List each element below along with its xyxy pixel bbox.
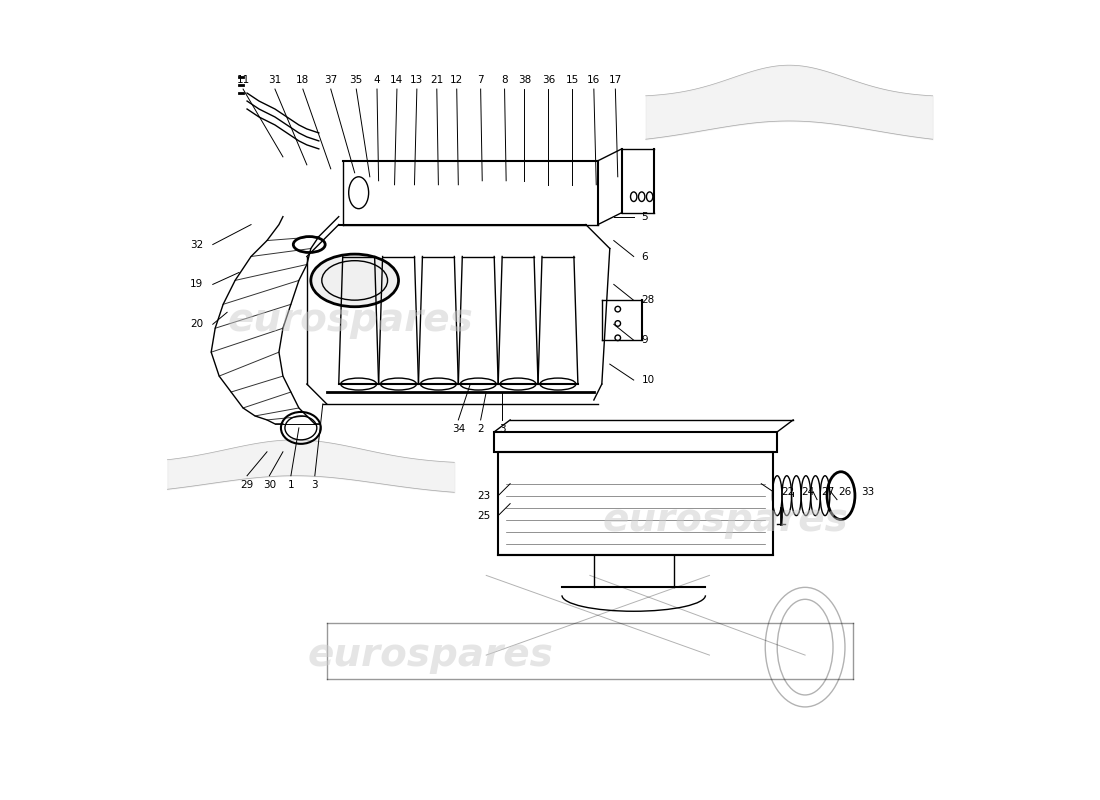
- Text: 25: 25: [477, 510, 491, 521]
- Text: 3: 3: [499, 424, 506, 434]
- Text: 8: 8: [502, 75, 508, 85]
- Text: 15: 15: [565, 75, 579, 85]
- Text: eurospares: eurospares: [603, 501, 848, 538]
- Text: 1: 1: [287, 480, 294, 490]
- Text: 30: 30: [263, 480, 276, 490]
- Text: 18: 18: [296, 75, 309, 85]
- Text: 21: 21: [430, 75, 443, 85]
- Text: 12: 12: [450, 75, 463, 85]
- Text: 2: 2: [477, 424, 484, 434]
- Text: 26: 26: [838, 486, 851, 497]
- Text: 20: 20: [190, 319, 204, 330]
- Text: 22: 22: [781, 486, 794, 497]
- Text: 3: 3: [311, 480, 318, 490]
- Text: 4: 4: [374, 75, 381, 85]
- Text: 37: 37: [324, 75, 338, 85]
- Text: 7: 7: [477, 75, 484, 85]
- Text: 27: 27: [821, 486, 834, 497]
- Text: 33: 33: [861, 486, 875, 497]
- Text: 28: 28: [641, 295, 654, 306]
- Text: 29: 29: [241, 480, 254, 490]
- Bar: [494, 432, 778, 452]
- Text: eurospares: eurospares: [228, 302, 474, 339]
- Text: 32: 32: [190, 239, 204, 250]
- Text: 9: 9: [641, 335, 648, 346]
- Text: 31: 31: [268, 75, 282, 85]
- Text: 36: 36: [542, 75, 556, 85]
- Text: 10: 10: [641, 375, 654, 385]
- Text: 13: 13: [410, 75, 424, 85]
- Text: 35: 35: [350, 75, 363, 85]
- Text: eurospares: eurospares: [308, 636, 553, 674]
- Text: 16: 16: [587, 75, 601, 85]
- Bar: [498, 452, 773, 555]
- Text: 19: 19: [190, 279, 204, 290]
- Ellipse shape: [311, 254, 398, 306]
- Text: 24: 24: [801, 486, 814, 497]
- Text: 6: 6: [641, 251, 648, 262]
- Text: 11: 11: [236, 75, 250, 85]
- Text: 38: 38: [518, 75, 531, 85]
- Text: 14: 14: [390, 75, 404, 85]
- Text: 23: 23: [477, 490, 491, 501]
- Text: 34: 34: [452, 424, 465, 434]
- Text: 5: 5: [641, 212, 648, 222]
- Text: 17: 17: [608, 75, 622, 85]
